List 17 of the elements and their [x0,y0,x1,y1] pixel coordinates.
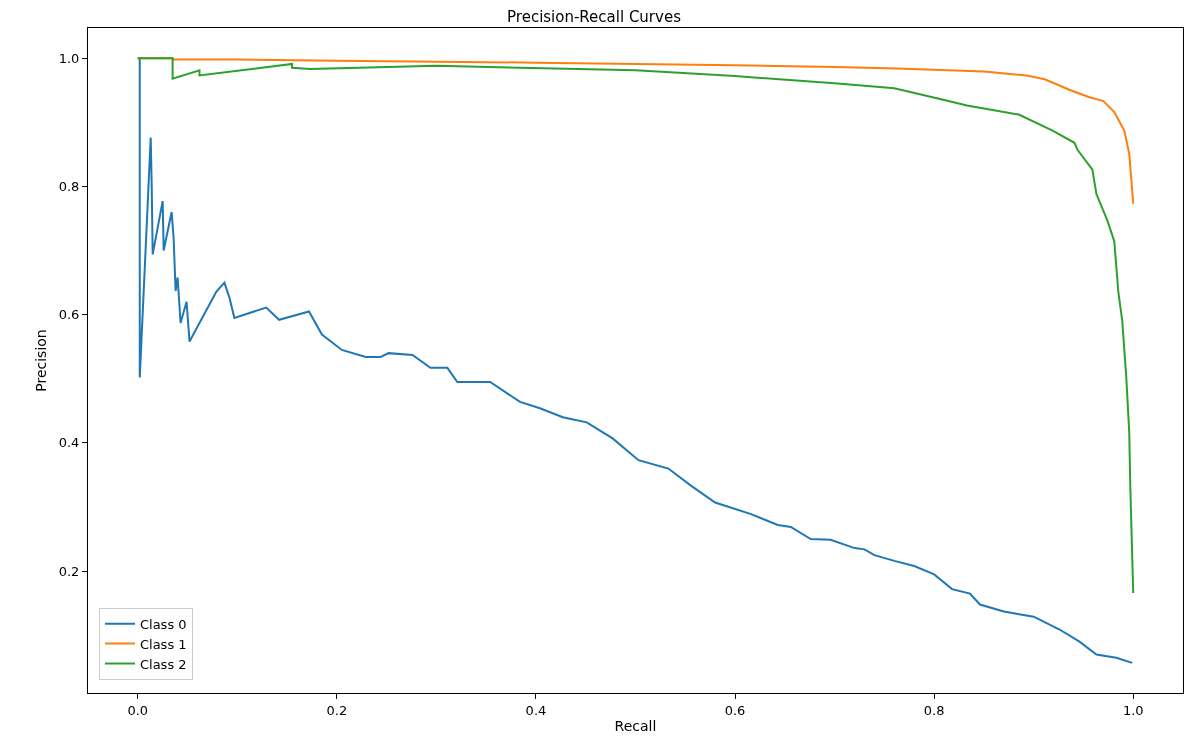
x-tick-label: 0.6 [724,702,746,718]
y-tick-label: 0.6 [58,307,80,323]
x-axis-title: Recall [614,717,657,734]
x-tick-label: 0.4 [525,702,547,718]
y-tick-label: 0.2 [58,563,80,579]
x-tick-label: 0.0 [127,702,149,718]
y-tick-label: 1.0 [58,50,80,66]
y-axis-title: Precision [33,329,50,392]
legend-label: Class 0 [139,616,187,632]
y-tick-label: 0.4 [58,435,80,451]
chart-title: Precision-Recall Curves [507,7,682,26]
x-tick-label: 0.8 [923,702,945,718]
y-tick-label: 0.8 [58,178,80,194]
x-tick-label: 1.0 [1122,702,1144,718]
legend-label: Class 2 [139,656,187,672]
legend-label: Class 1 [139,636,187,652]
x-tick-label: 0.2 [326,702,348,718]
